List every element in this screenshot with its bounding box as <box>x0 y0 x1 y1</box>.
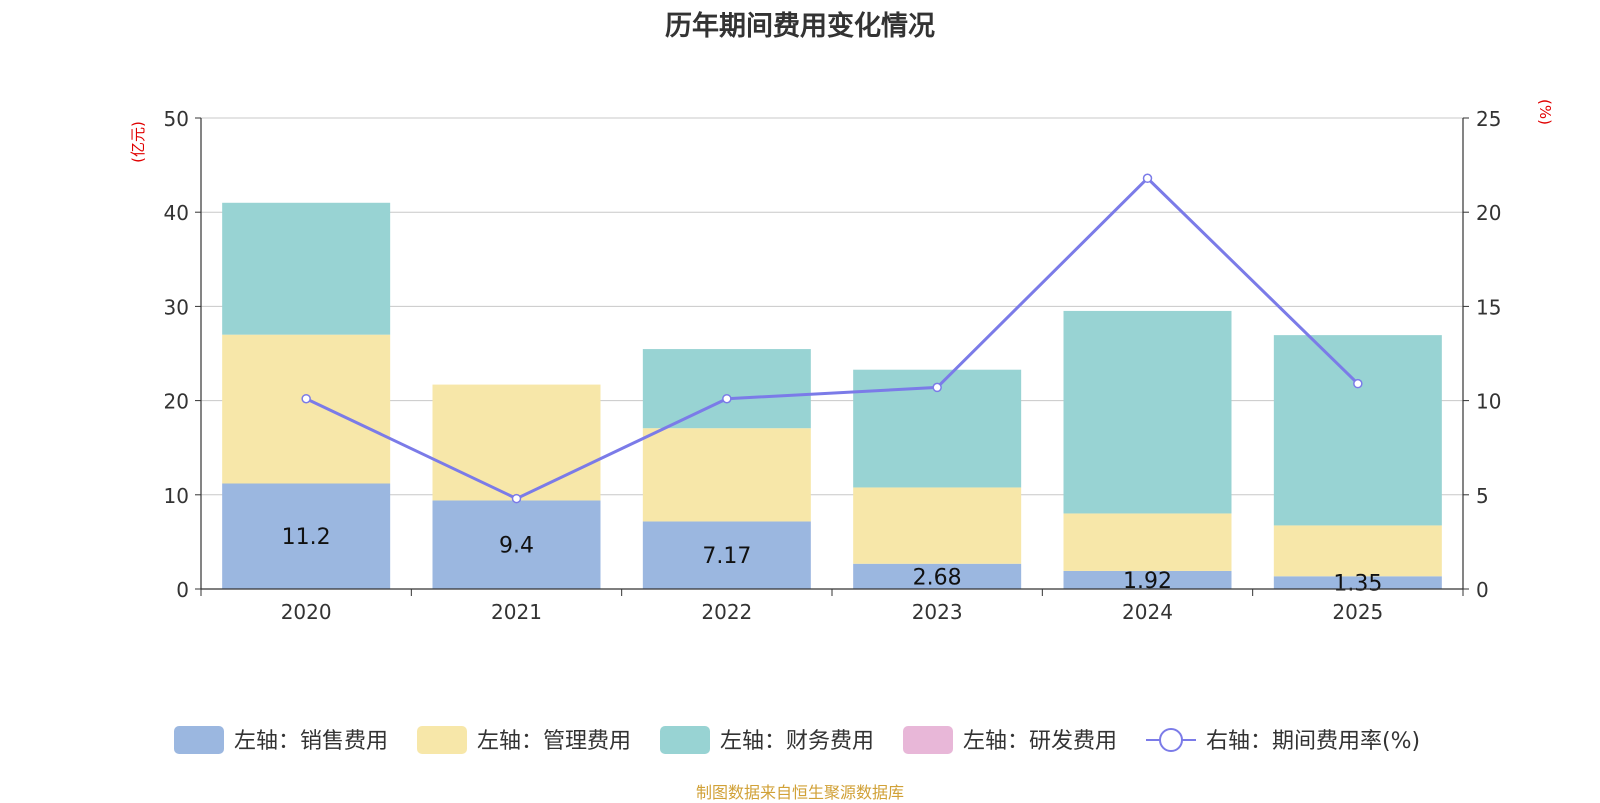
right-axis-unit-label: (%) <box>1536 99 1554 125</box>
right-axis-tick-label: 10 <box>1476 390 1501 414</box>
right-axis-tick-label: 5 <box>1476 484 1489 508</box>
legend: 左轴：销售费用 左轴：管理费用 左轴：财务费用 左轴：研发费用 右轴：期间费用率(%) <box>174 726 1420 754</box>
x-axis-tick-label: 2020 <box>281 600 332 624</box>
legend-circle-marker <box>1159 728 1183 752</box>
bar-segment-1 <box>853 563 1022 589</box>
bar-data-label: 1.35 <box>1333 572 1382 597</box>
bar-segment-3 <box>1063 310 1232 514</box>
data-source-note: 制图数据来自恒生聚源数据库 <box>695 783 904 802</box>
right-axis-tick-label: 20 <box>1476 201 1501 225</box>
rate-line-point <box>1142 173 1153 184</box>
bar-segment-1 <box>222 483 391 589</box>
bar-data-label: 2.68 <box>913 565 962 590</box>
bar-data-label: 7.17 <box>702 544 751 569</box>
x-axis-tick-label: 2022 <box>701 600 752 624</box>
rate-line-point <box>1353 378 1363 389</box>
bar-segment-2 <box>853 487 1022 564</box>
left-axis-tick-label: 40 <box>164 201 189 225</box>
bar-data-label: 1.92 <box>1123 569 1172 594</box>
bar-segment-2 <box>1063 513 1232 571</box>
rate-line-series <box>301 173 1363 504</box>
bar-segment-1 <box>432 500 601 589</box>
left-axis-tick-label: 0 <box>176 578 189 602</box>
bar-segment-3 <box>222 202 391 335</box>
bar-segment-2 <box>1273 525 1442 577</box>
bar-segment-2 <box>222 334 391 484</box>
rate-line <box>305 176 1359 501</box>
x-axis-tick-label: 2025 <box>1332 600 1383 624</box>
bar-data-label: 9.4 <box>499 534 534 559</box>
rate-line-point <box>932 382 942 393</box>
right-axis-tick-label: 25 <box>1476 107 1501 131</box>
legend-swatch-2 <box>417 726 467 754</box>
legend-label-2: 左轴：管理费用 <box>477 729 631 754</box>
legend-swatch-4 <box>903 726 953 754</box>
rate-line-point <box>301 393 311 404</box>
rate-line-point <box>511 493 522 504</box>
bar-segment-1 <box>642 521 811 589</box>
legend-label-3: 左轴：财务费用 <box>720 729 874 754</box>
legend-label-5: 右轴：期间费用率(%) <box>1206 729 1420 754</box>
rate-line-point <box>722 393 732 404</box>
bar-data-labels: 11.2 9.4 7.17 2.68 1.92 1.35 <box>282 525 1383 596</box>
chart-title: 历年期间费用变化情况 <box>665 11 935 42</box>
legend-label-4: 左轴：研发费用 <box>963 729 1117 754</box>
bar-segment-1 <box>1063 570 1232 589</box>
left-axis-tick-label: 30 <box>164 295 189 319</box>
legend-swatch-1 <box>174 726 224 754</box>
gridlines <box>201 117 1463 496</box>
left-axis-tick-label: 10 <box>164 484 189 508</box>
x-axis-tick-label: 2021 <box>491 600 542 624</box>
bar-segment-3 <box>642 349 811 429</box>
bar-series <box>222 202 1442 589</box>
bar-segment-2 <box>642 428 811 522</box>
bar-segment-2 <box>432 384 601 501</box>
x-axis-tick-label: 2023 <box>912 600 963 624</box>
left-axis-tick-label: 50 <box>164 107 189 131</box>
legend-label-1: 左轴：销售费用 <box>234 729 388 754</box>
x-axis-tick-label: 2024 <box>1122 600 1173 624</box>
bar-segment-3 <box>1273 335 1442 526</box>
right-axis-tick-label: 15 <box>1476 295 1501 319</box>
left-axis-tick-label: 20 <box>164 390 189 414</box>
left-axis-unit-label: (亿元) <box>129 121 147 163</box>
bar-data-label: 11.2 <box>282 525 331 550</box>
legend-swatch-3 <box>660 726 710 754</box>
right-axis-tick-label: 0 <box>1476 578 1489 602</box>
bar-segment-1 <box>1273 576 1442 589</box>
